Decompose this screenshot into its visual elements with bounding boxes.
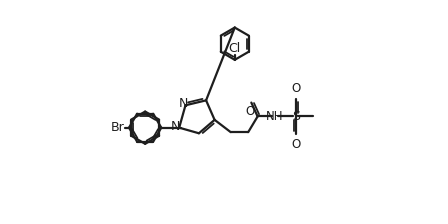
Text: O: O	[246, 105, 255, 118]
Text: NH: NH	[266, 110, 284, 123]
Text: O: O	[291, 138, 300, 151]
Text: O: O	[291, 82, 300, 95]
Text: N: N	[171, 120, 180, 133]
Text: N: N	[179, 97, 188, 110]
Text: Cl: Cl	[228, 42, 241, 55]
Text: Br: Br	[111, 121, 125, 134]
Text: S: S	[292, 110, 300, 123]
